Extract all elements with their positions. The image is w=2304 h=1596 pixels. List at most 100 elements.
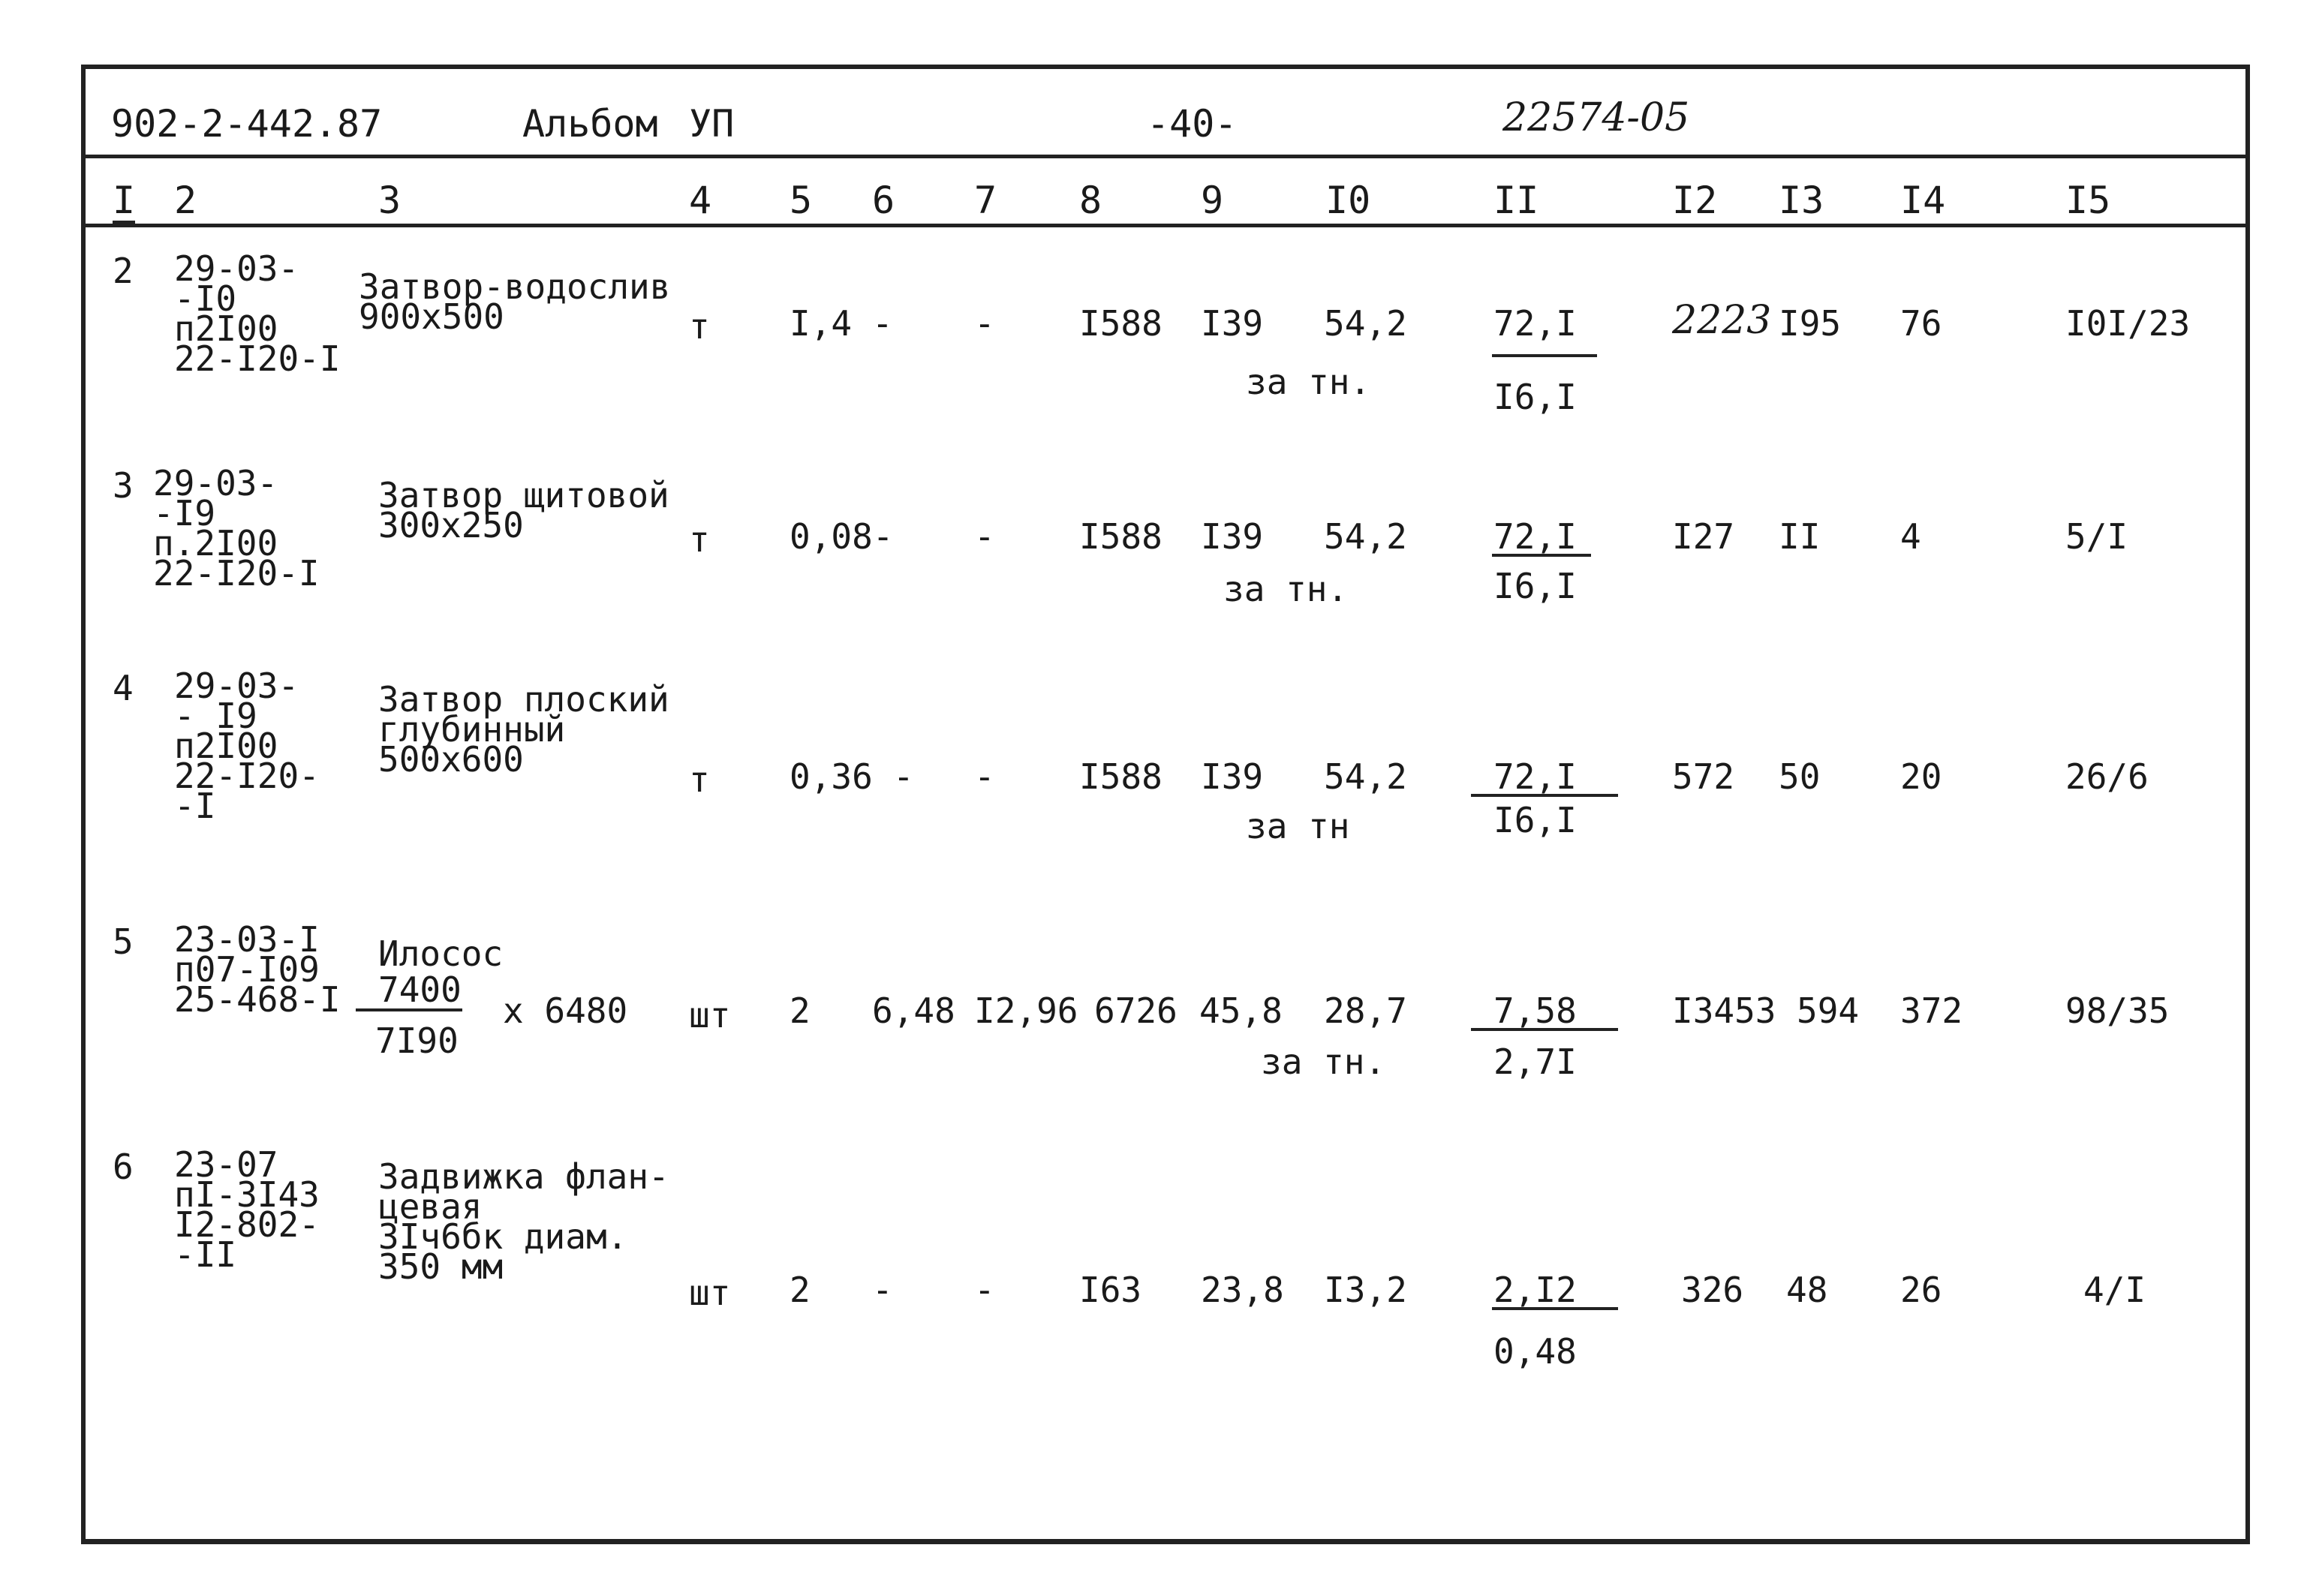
row-c13: 594 (1797, 990, 1860, 1031)
row-c14: 372 (1900, 990, 1963, 1031)
row-name-multiplier: х 6480 (503, 990, 628, 1031)
row-code: 23-03-I п07-I09 25-468-I (174, 919, 341, 1020)
row-c13: 50 (1779, 756, 1821, 797)
row-note: за тн (1246, 806, 1350, 846)
col-header-15: I5 (2065, 179, 2111, 222)
row-c11-top: 7,58 (1493, 990, 1577, 1031)
row-c9: I39 (1201, 756, 1264, 797)
fraction-line (1492, 1307, 1618, 1310)
row-unit: шт (689, 995, 731, 1035)
row-unit: т (689, 759, 710, 800)
row-code: 29-03- - I9 п2I00 22-I20- -I (174, 666, 320, 826)
col-header-7: 7 (974, 179, 997, 222)
row-name: Задвижка флан- цевая 3Iч6бк диам. 350 мм (378, 1156, 669, 1287)
row-c6: - (872, 1270, 893, 1310)
row-name: Затвор плоский глубинный 500х600 (378, 679, 669, 780)
row-c7: - (974, 516, 995, 557)
row-c14: 20 (1900, 756, 1942, 797)
row-c14: 76 (1900, 303, 1942, 344)
row-c9: I39 (1201, 303, 1264, 344)
row-code: 23-07 пI-3I43 I2-802- -II (174, 1144, 320, 1275)
col-header-11: II (1493, 179, 1539, 222)
row-c15: 5/I (2065, 516, 2128, 557)
col-header-4: 4 (689, 179, 712, 222)
header-divider (81, 155, 2250, 158)
fraction-line (1471, 1028, 1618, 1031)
row-c6: - (893, 756, 914, 797)
row-name: Илосос (378, 933, 504, 974)
handwritten-registration-number: 22574-05 (1502, 95, 1690, 140)
row-number: 5 (113, 921, 134, 962)
row-unit: шт (689, 1273, 731, 1313)
row-c12: I3453 (1672, 990, 1776, 1031)
page-number: -40- (1147, 102, 1238, 146)
row-c15: 26/6 (2065, 756, 2149, 797)
row-c13: 48 (1786, 1270, 1828, 1310)
row-note: за тн. (1261, 1041, 1386, 1082)
row-note: за тн. (1246, 362, 1371, 402)
fraction-line (1492, 354, 1597, 357)
column-header-divider (81, 224, 2250, 227)
row-c14: 26 (1900, 1270, 1942, 1310)
row-c8: I588 (1079, 303, 1163, 344)
col-header-1: I (113, 179, 136, 224)
col-header-13: I3 (1779, 179, 1824, 222)
row-name: Затвор-водослив 900х500 (359, 266, 671, 337)
row-c11-bottom: I6,I (1493, 566, 1577, 606)
row-c10: 54,2 (1324, 303, 1407, 344)
row-c7: - (974, 756, 995, 797)
col-header-3: 3 (378, 179, 402, 222)
row-c5: 0,08- (790, 516, 894, 557)
row-name: Затвор щитовой 300х250 (378, 475, 669, 546)
row-c11-bottom: 2,7I (1493, 1041, 1577, 1082)
row-note: за тн. (1223, 569, 1349, 609)
row-code: 29-03- -I9 п.2I00 22-I20-I (153, 463, 320, 594)
row-c8: I588 (1079, 756, 1163, 797)
row-c10: 54,2 (1324, 756, 1407, 797)
row-c5: I,4 (790, 303, 853, 344)
doc-code: 902-2-442.87 (111, 102, 383, 146)
row-c5: 2 (790, 990, 811, 1031)
row-c15: 98/35 (2065, 990, 2170, 1031)
row-c7: - (974, 1270, 995, 1310)
row-c11-top: 72,I (1493, 303, 1577, 344)
row-c13: I95 (1779, 303, 1842, 344)
row-c5: 0,36 (790, 756, 873, 797)
row-c11-bottom: 0,48 (1493, 1331, 1577, 1372)
row-c7: - (974, 303, 995, 344)
col-header-6: 6 (872, 179, 895, 222)
row-c13: II (1779, 516, 1821, 557)
row-c11-bottom: I6,I (1493, 800, 1577, 840)
album-number: УП (689, 102, 735, 146)
row-c6: - (872, 303, 893, 344)
row-c12: I27 (1672, 516, 1735, 557)
row-c10: 28,7 (1324, 990, 1407, 1031)
row-c14: 4 (1900, 516, 1921, 557)
row-c12: 326 (1681, 1270, 1744, 1310)
row-c10: I3,2 (1324, 1270, 1407, 1310)
row-c12: 2223 (1672, 298, 1772, 343)
row-number: 3 (113, 465, 134, 506)
row-c12: 572 (1672, 756, 1735, 797)
row-c9: 23,8 (1201, 1270, 1284, 1310)
row-c11-top: 72,I (1493, 516, 1577, 557)
fraction-line (1471, 794, 1618, 797)
row-c11-top: 72,I (1493, 756, 1577, 797)
row-c8: I63 (1079, 1270, 1142, 1310)
row-unit: т (689, 519, 710, 560)
row-c6: 6,48 (872, 990, 955, 1031)
row-c15: 4/I (2083, 1270, 2146, 1310)
row-unit: т (689, 306, 710, 347)
row-c8: 6726 (1094, 990, 1178, 1031)
album-label: Альбом (522, 102, 658, 146)
col-header-12: I2 (1672, 179, 1718, 222)
col-header-10: I0 (1325, 179, 1371, 222)
row-name-fraction-top: 7400 (378, 969, 462, 1010)
row-c7: I2,96 (974, 990, 1078, 1031)
row-number: 2 (113, 251, 134, 291)
row-c15: I0I/23 (2065, 303, 2191, 344)
col-header-14: I4 (1900, 179, 1946, 222)
row-c9: I39 (1201, 516, 1264, 557)
col-header-9: 9 (1201, 179, 1224, 222)
row-c9: 45,8 (1199, 990, 1283, 1031)
